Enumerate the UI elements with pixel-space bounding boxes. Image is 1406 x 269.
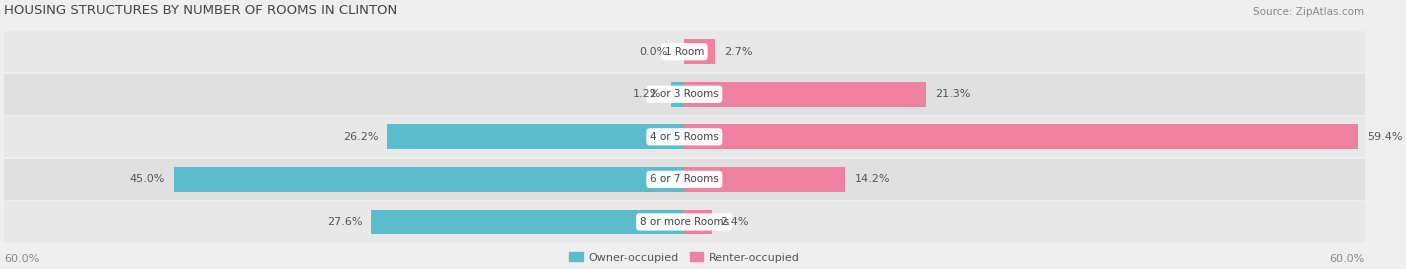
Text: 45.0%: 45.0%	[129, 174, 165, 184]
Text: 6 or 7 Rooms: 6 or 7 Rooms	[650, 174, 718, 184]
Text: 1 Room: 1 Room	[665, 47, 704, 57]
Text: 8 or more Rooms: 8 or more Rooms	[640, 217, 728, 227]
Text: Source: ZipAtlas.com: Source: ZipAtlas.com	[1253, 7, 1364, 17]
Text: 2.7%: 2.7%	[724, 47, 752, 57]
Bar	[685, 167, 845, 192]
Bar	[685, 82, 925, 107]
Text: 27.6%: 27.6%	[326, 217, 363, 227]
Text: 4 or 5 Rooms: 4 or 5 Rooms	[650, 132, 718, 142]
Text: 59.4%: 59.4%	[1367, 132, 1402, 142]
Bar	[387, 125, 685, 149]
Bar	[4, 116, 1364, 157]
Bar	[685, 210, 711, 234]
Text: 2 or 3 Rooms: 2 or 3 Rooms	[650, 89, 718, 99]
Bar	[671, 82, 685, 107]
Bar	[685, 39, 714, 64]
Bar	[174, 167, 685, 192]
Text: 21.3%: 21.3%	[935, 89, 970, 99]
Bar	[371, 210, 685, 234]
Text: HOUSING STRUCTURES BY NUMBER OF ROOMS IN CLINTON: HOUSING STRUCTURES BY NUMBER OF ROOMS IN…	[4, 4, 398, 17]
Bar	[685, 125, 1358, 149]
Bar	[4, 31, 1364, 72]
Legend: Owner-occupied, Renter-occupied: Owner-occupied, Renter-occupied	[565, 248, 804, 267]
Bar	[4, 201, 1364, 242]
Text: 60.0%: 60.0%	[4, 254, 39, 264]
Text: 1.2%: 1.2%	[633, 89, 662, 99]
Text: 26.2%: 26.2%	[343, 132, 378, 142]
Text: 14.2%: 14.2%	[855, 174, 890, 184]
Bar	[4, 159, 1364, 200]
Bar	[4, 74, 1364, 115]
Text: 2.4%: 2.4%	[721, 217, 749, 227]
Text: 0.0%: 0.0%	[640, 47, 668, 57]
Text: 60.0%: 60.0%	[1329, 254, 1364, 264]
